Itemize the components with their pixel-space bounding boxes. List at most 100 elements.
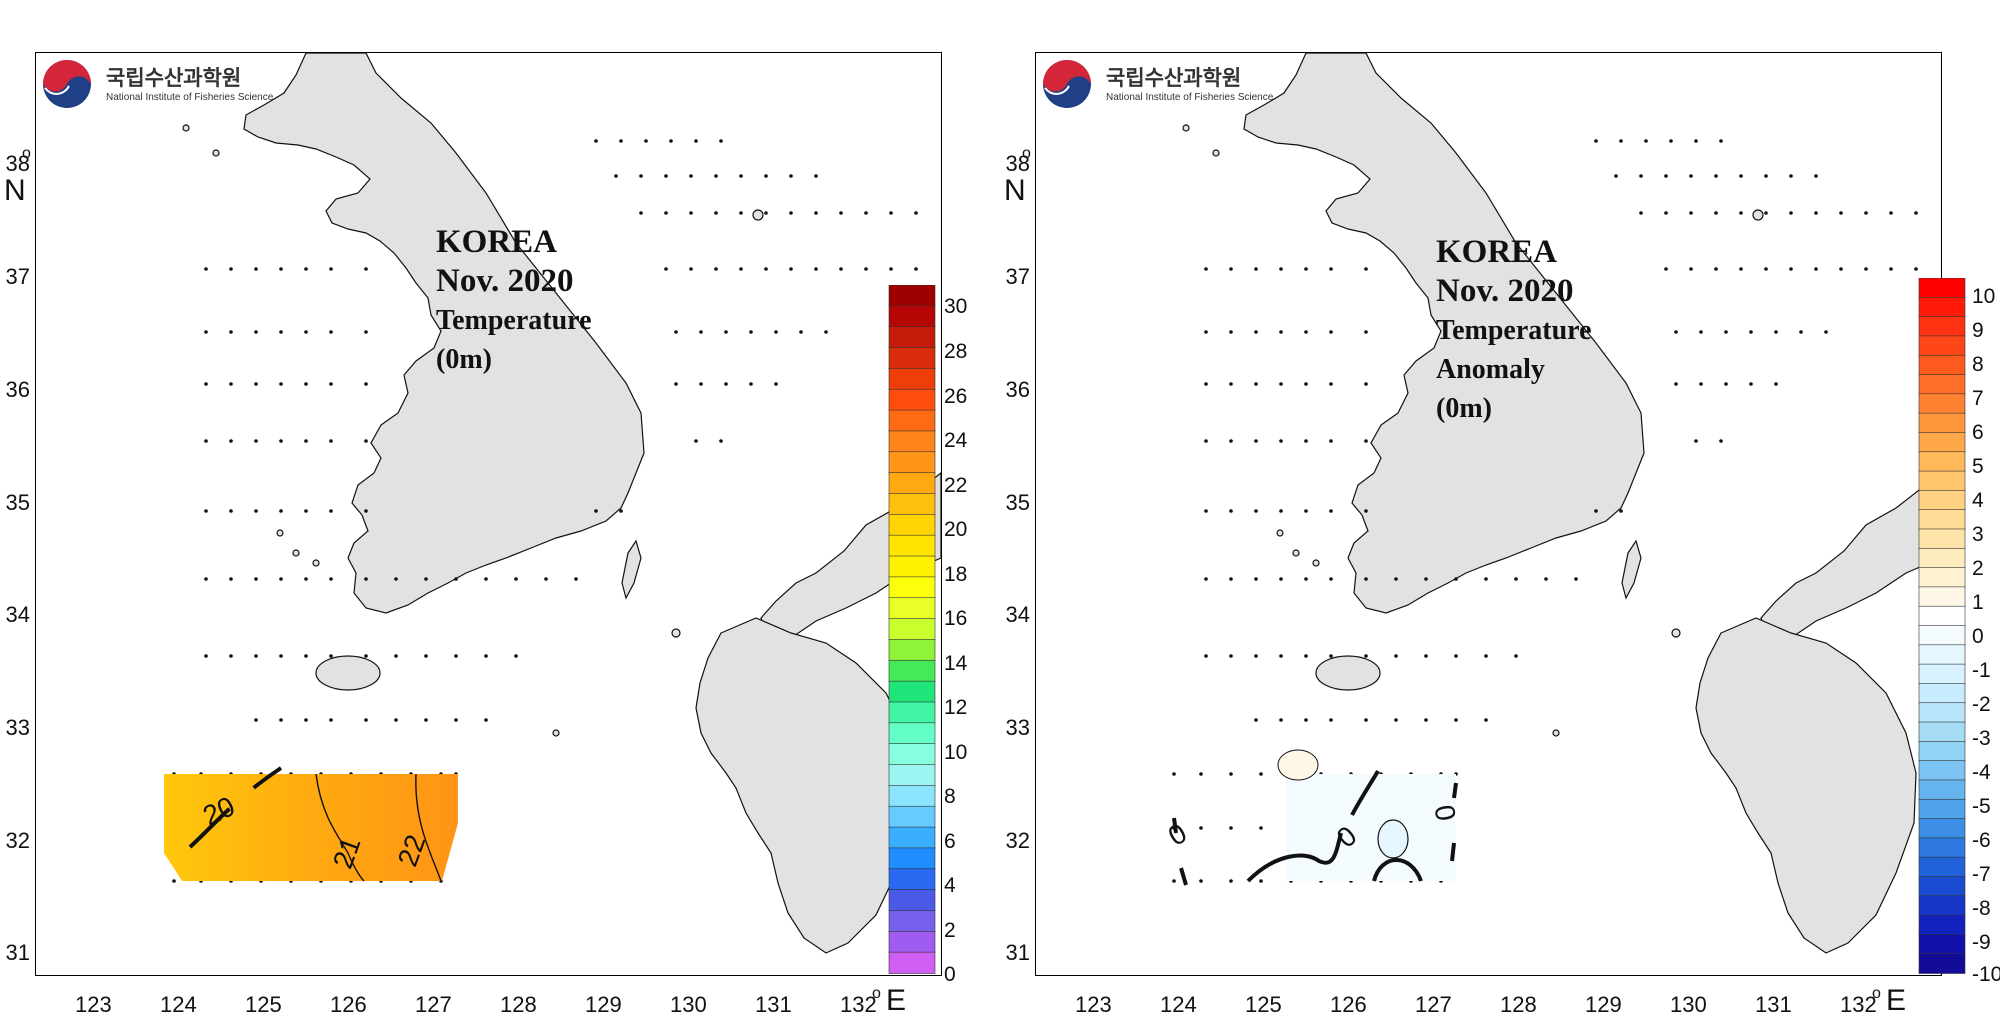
title-date: Nov. 2020	[1436, 273, 1574, 309]
station-dot	[204, 382, 208, 386]
station-dot	[1424, 654, 1428, 658]
jeju-island	[315, 655, 381, 691]
temperature-anomaly-map-panel: 38 o N 37 36 35 34 33 32 31 123 124 125 …	[1000, 0, 2000, 1024]
station-dot	[839, 211, 843, 215]
temperature-map-panel: 38 o N 37 36 35 34 33 32 31 123 124 125 …	[4, 52, 968, 1017]
station-dot	[1329, 439, 1333, 443]
station-dot	[279, 509, 283, 513]
colorbar-label: 2	[1972, 557, 1984, 580]
islet	[752, 209, 764, 221]
anomaly-fill-slight-positive	[1277, 749, 1319, 781]
station-dot	[1664, 174, 1668, 178]
contour-0-left	[1172, 817, 1188, 886]
islet	[1552, 729, 1560, 737]
y-tick-35: 35	[1005, 490, 1030, 515]
station-dot	[664, 174, 668, 178]
station-dot	[1364, 439, 1368, 443]
station-dot	[1454, 654, 1458, 658]
y-tick-32: 32	[5, 828, 30, 853]
islet	[292, 549, 300, 557]
station-dot	[1254, 267, 1258, 271]
colorbar-swatch	[888, 639, 936, 662]
logo-korean-text: 국립수산과학원	[106, 66, 242, 90]
station-dot	[1254, 509, 1258, 513]
station-dot	[1254, 439, 1258, 443]
colorbar-swatch	[1918, 412, 1966, 434]
colorbar-swatch	[888, 347, 936, 370]
station-dot	[1514, 577, 1518, 581]
station-dot	[1814, 267, 1818, 271]
colorbar-swatch	[1918, 934, 1966, 955]
x-axis-unit-label: E	[886, 984, 907, 1017]
station-dot	[774, 382, 778, 386]
station-dot	[1204, 654, 1208, 658]
station-dot	[204, 509, 208, 513]
station-dot	[1394, 718, 1398, 722]
colorbar-swatch	[1918, 354, 1966, 376]
station-dot	[789, 174, 793, 178]
station-dot	[329, 509, 333, 513]
station-dot	[1694, 439, 1698, 443]
station-dot	[254, 577, 258, 581]
station-dot	[1229, 772, 1233, 776]
nifs-logo: 국립수산과학원 National Institute of Fisheries …	[1041, 58, 1281, 110]
colorbar-label: -4	[1972, 761, 1991, 784]
station-dot	[1594, 139, 1598, 143]
logo-english-text: National Institute of Fisheries Science	[106, 92, 274, 103]
contour-21	[315, 773, 365, 882]
station-dot	[1739, 211, 1743, 215]
station-dot	[1514, 654, 1518, 658]
station-dot	[1329, 382, 1333, 386]
station-dot	[1714, 211, 1718, 215]
colorbar-swatch	[888, 701, 936, 724]
station-dot	[1364, 718, 1368, 722]
colorbar-label: 22	[944, 474, 968, 497]
colorbar-swatch	[1918, 914, 1966, 936]
logo-korean-text: 국립수산과학원	[1106, 66, 1242, 90]
x-tick-123: 123	[75, 992, 112, 1017]
station-dot	[364, 382, 368, 386]
station-dot	[364, 718, 368, 722]
station-dot	[1329, 654, 1333, 658]
title-region: KOREA	[436, 224, 558, 260]
station-dot	[674, 382, 678, 386]
station-dot	[1229, 330, 1233, 334]
station-dot	[789, 267, 793, 271]
colorbar-swatch	[888, 785, 936, 808]
colorbar-swatch	[1918, 374, 1966, 395]
colorbar-swatch	[1918, 702, 1966, 723]
islet	[1752, 209, 1764, 221]
station-dot	[1364, 654, 1368, 658]
colorbar-swatch	[888, 743, 936, 766]
colorbar-swatch	[1918, 335, 1966, 357]
station-dot	[619, 509, 623, 513]
colorbar-swatch	[888, 826, 936, 849]
station-dot	[739, 211, 743, 215]
station-dot	[864, 211, 868, 215]
colorbar-swatch	[888, 889, 936, 912]
station-dot	[714, 211, 718, 215]
station-dot	[279, 654, 283, 658]
station-dot	[1199, 879, 1203, 883]
colorbar-label: 12	[944, 696, 968, 719]
station-dot	[1304, 509, 1308, 513]
colorbar-swatch	[888, 680, 936, 703]
station-dot	[839, 267, 843, 271]
islet	[1182, 124, 1190, 132]
station-dot	[1364, 330, 1368, 334]
colorbar-label: 30	[944, 295, 968, 318]
colorbar-swatch	[888, 388, 936, 411]
colorbar-swatch	[1918, 567, 1966, 588]
station-dot	[1914, 267, 1918, 271]
colorbar-label: 10	[944, 741, 968, 764]
station-dot	[724, 382, 728, 386]
station-dot	[1664, 267, 1668, 271]
colorbar-label: 1	[1972, 591, 1984, 614]
islet	[671, 628, 681, 638]
colorbar-label: 14	[944, 652, 968, 675]
colorbar-swatch	[1918, 837, 1966, 858]
station-dot	[1799, 330, 1803, 334]
station-dot	[749, 382, 753, 386]
y-tick-38: 38	[5, 151, 30, 176]
station-dot	[1664, 211, 1668, 215]
